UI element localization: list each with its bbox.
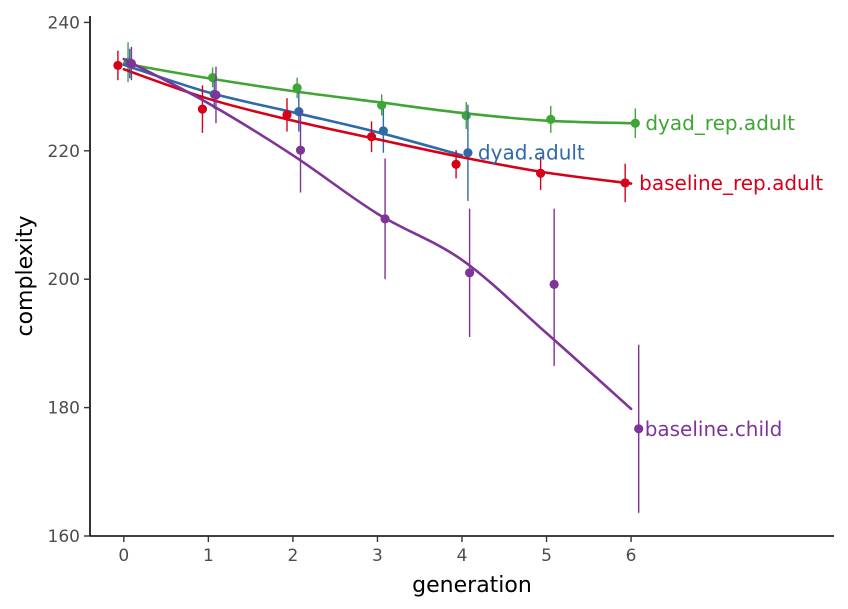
- y-tick-label: 220: [48, 142, 80, 162]
- data-point-baseline-child-0: [126, 58, 137, 69]
- x-tick-label: 1: [203, 546, 214, 566]
- y-tick-label: 180: [48, 399, 80, 419]
- x-tick-label: 5: [541, 546, 552, 566]
- data-point-baseline-rep-adult-0: [113, 60, 123, 71]
- data-point-baseline-child-1: [211, 90, 221, 100]
- data-point-baseline-child-6: [634, 424, 644, 434]
- x-tick-label: 2: [287, 546, 298, 566]
- x-axis-title: generation: [412, 573, 532, 598]
- data-point-baseline-child-2: [295, 145, 306, 155]
- data-point-dyad-rep-adult-2: [292, 83, 302, 93]
- data-point-dyad-rep-adult-3: [377, 100, 387, 110]
- data-point-baseline-child-3: [380, 214, 390, 224]
- fit-line-baseline-child: [122, 57, 633, 411]
- data-point-dyad-adult-2: [294, 107, 304, 117]
- data-point-dyad-adult-3: [378, 126, 388, 136]
- data-point-baseline-child-4: [465, 268, 475, 278]
- y-tick-label: 160: [48, 527, 80, 547]
- data-point-baseline-rep-adult-5: [536, 168, 546, 178]
- fit-line-dyad-rep-adult: [122, 62, 633, 125]
- data-point-baseline-rep-adult-4: [451, 159, 461, 169]
- series-label-baseline-child: baseline.child: [645, 417, 783, 441]
- data-point-dyad-rep-adult-4: [461, 110, 471, 121]
- series-label-dyad-rep-adult: dyad_rep.adult: [645, 111, 795, 135]
- series-baseline-rep-adult: [113, 50, 633, 203]
- data-point-dyad-rep-adult-6: [630, 118, 640, 128]
- fit-line-dyad-adult: [122, 63, 464, 157]
- data-point-dyad-rep-adult-5: [546, 114, 556, 124]
- data-point-baseline-rep-adult-6: [620, 178, 630, 188]
- x-tick-label: 0: [118, 546, 129, 566]
- x-tick-label: 4: [457, 546, 468, 566]
- x-tick-label: 3: [372, 546, 383, 566]
- plot-area: [113, 42, 644, 513]
- series-label-dyad-adult: dyad.adult: [478, 141, 585, 165]
- data-point-baseline-rep-adult-3: [366, 132, 377, 142]
- y-axis-title: complexity: [13, 216, 38, 337]
- data-point-dyad-adult-4: [463, 148, 473, 158]
- y-tick-label: 240: [48, 13, 80, 33]
- data-point-baseline-rep-adult-2: [282, 110, 292, 120]
- series-labels: dyad_rep.adult dyad.adult baseline_rep.adu…: [478, 111, 823, 441]
- data-point-baseline-child-5: [549, 279, 559, 289]
- data-point-baseline-rep-adult-1: [197, 104, 208, 114]
- y-tick-label: 200: [48, 270, 80, 290]
- series-label-baseline-rep-adult: baseline_rep.adult: [639, 171, 823, 195]
- fit-line-baseline-rep-adult: [122, 67, 633, 185]
- x-tick-label: 6: [626, 546, 637, 566]
- series-baseline-child: [122, 46, 644, 513]
- axes: 0 1 2 3 4 5 6 160 180 200 220 240: [48, 13, 834, 566]
